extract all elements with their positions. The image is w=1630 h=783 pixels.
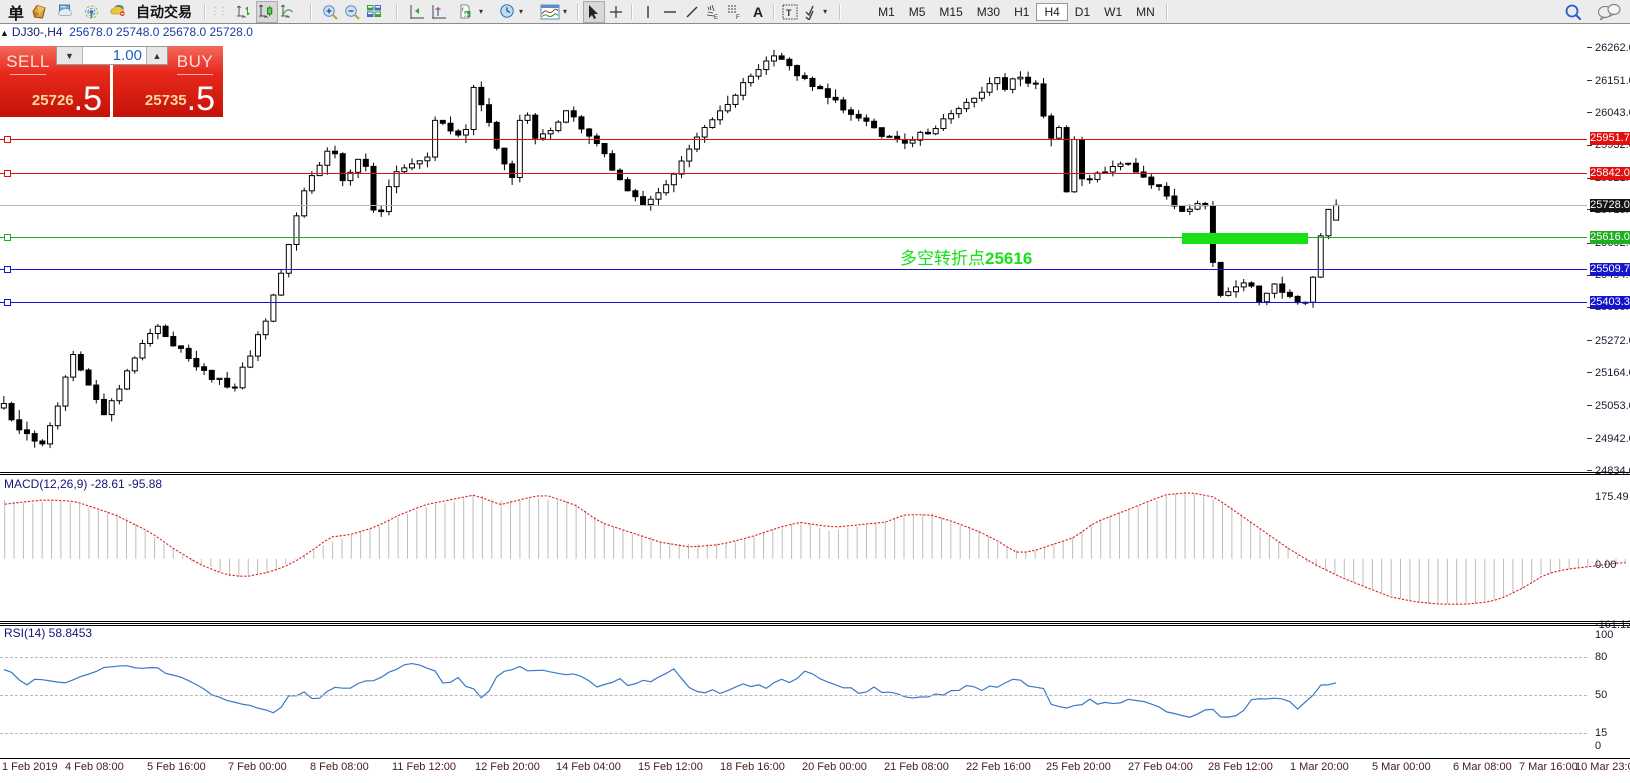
- svg-text:T: T: [786, 8, 792, 18]
- svg-text:E: E: [714, 15, 718, 20]
- svg-text:F: F: [736, 15, 740, 20]
